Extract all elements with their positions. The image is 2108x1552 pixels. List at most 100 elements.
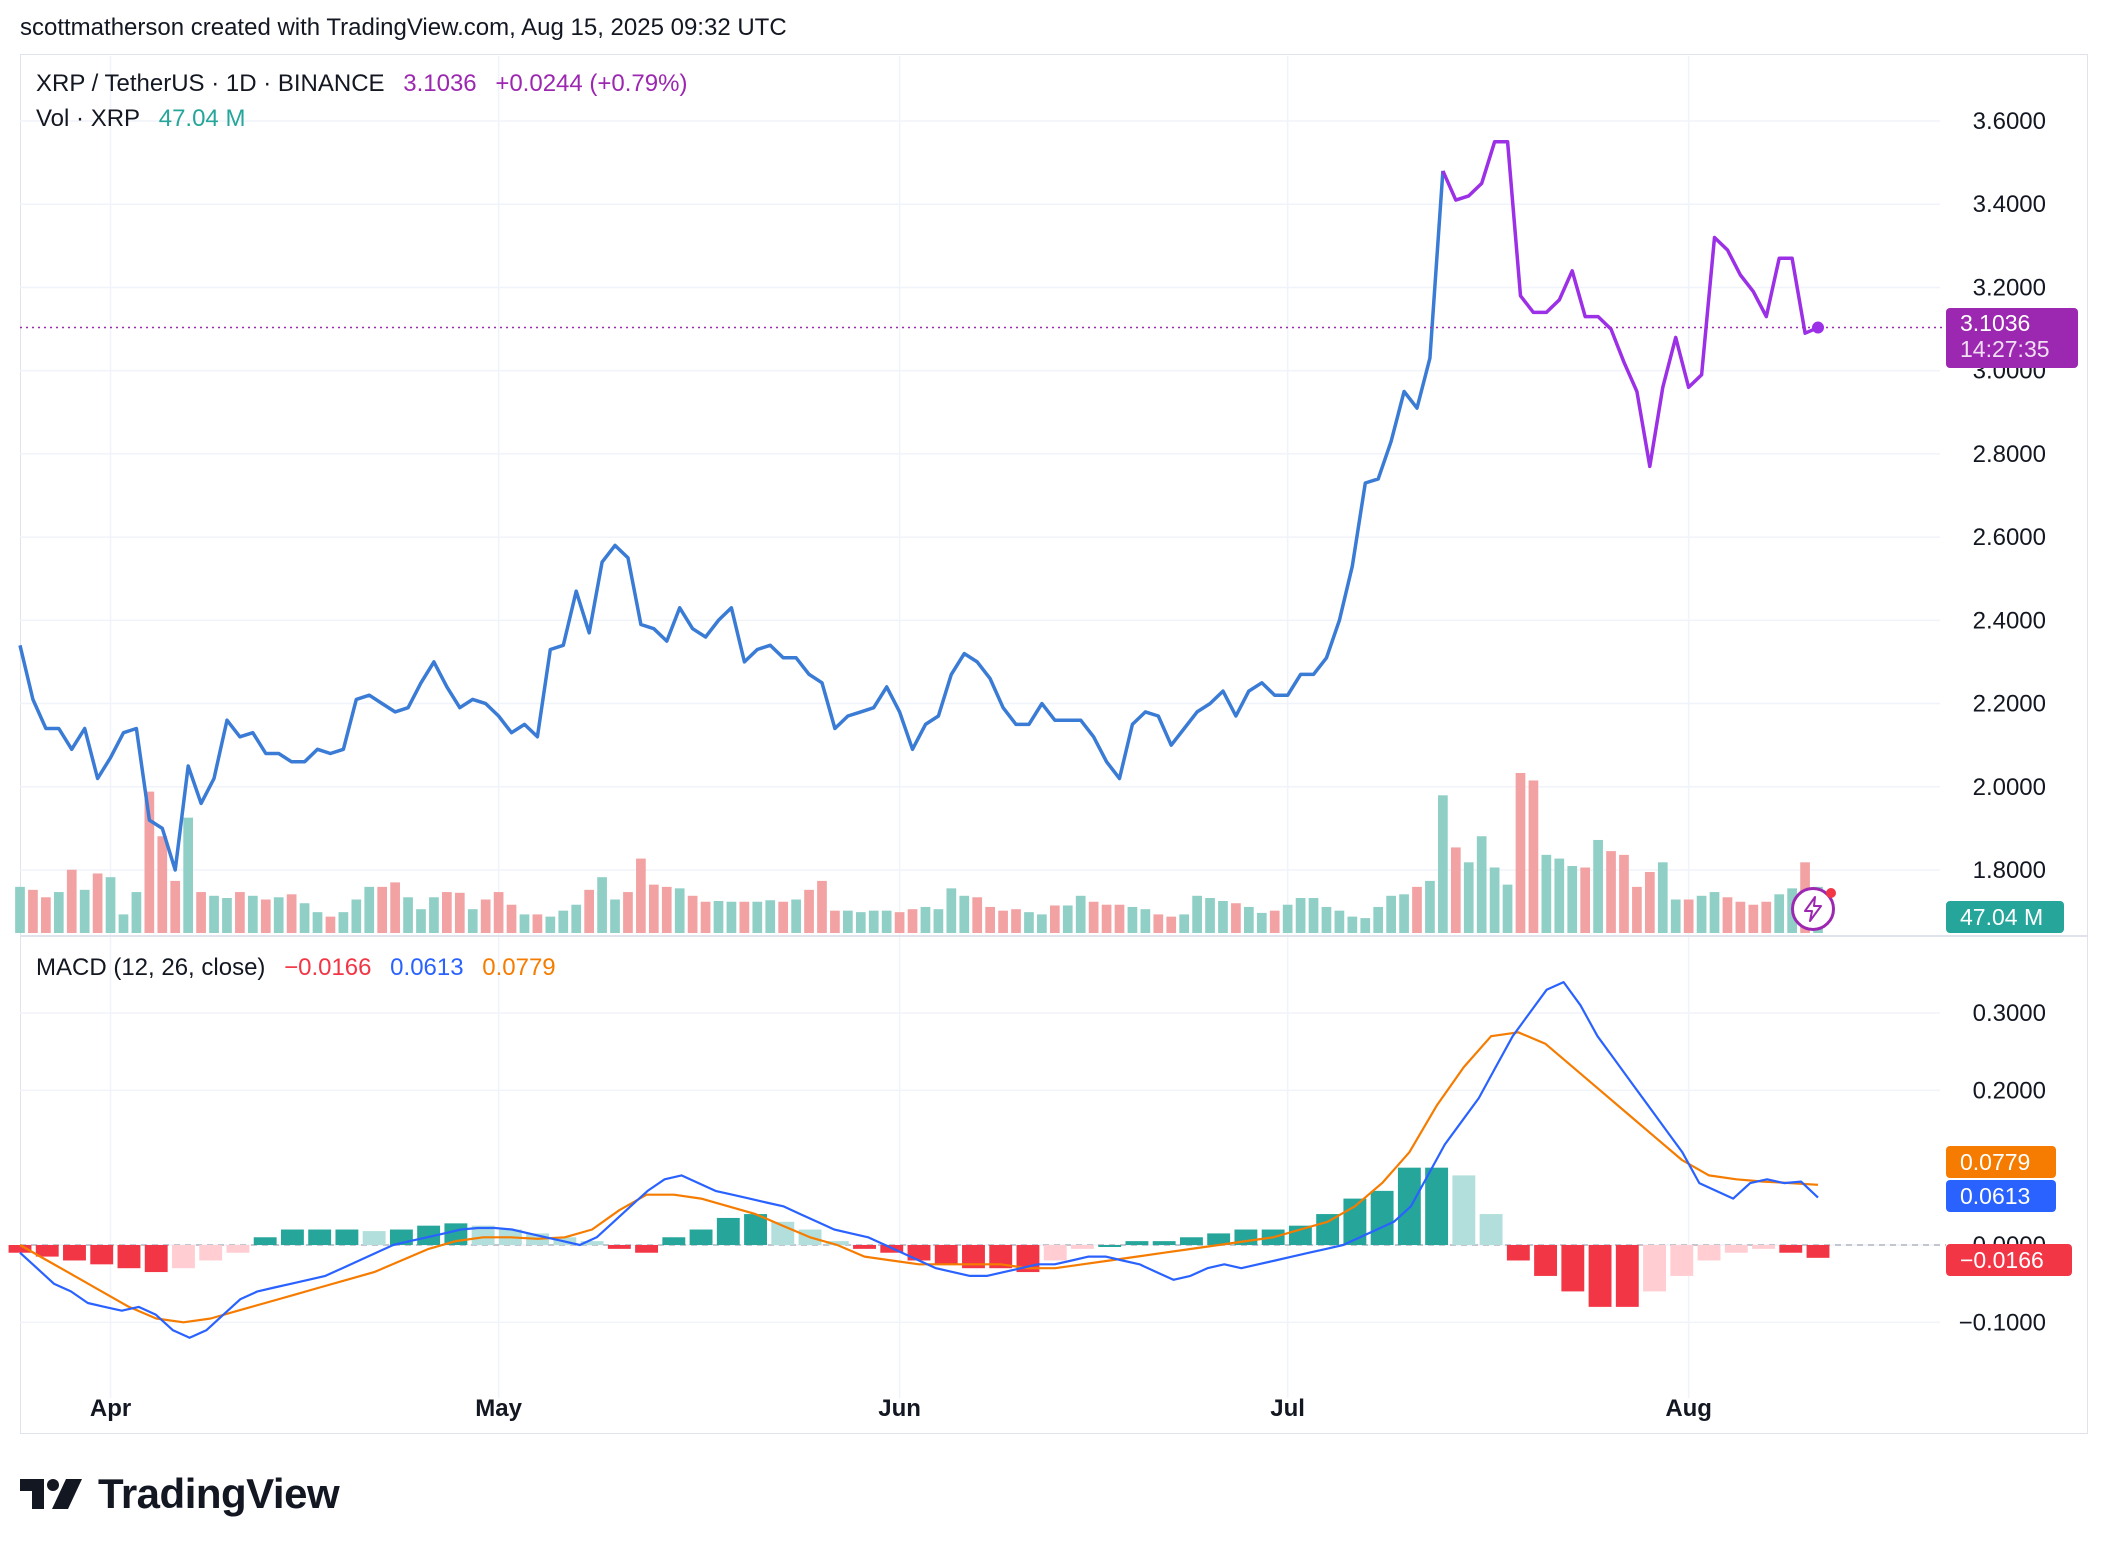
volume-bar: [933, 909, 944, 933]
volume-bar: [351, 899, 362, 933]
price-change: +0.0244 (+0.79%): [495, 70, 688, 97]
macd-histogram-bar: [90, 1245, 114, 1265]
macd-histogram-bar: [1207, 1233, 1231, 1245]
countdown-value: 14:27:35: [1960, 336, 2050, 362]
volume-bar: [636, 858, 646, 933]
macd-histogram-bar: [1452, 1175, 1476, 1245]
macd-hist-value: −0.0166: [284, 954, 372, 981]
volume-bar: [1205, 898, 1215, 933]
volume-bar: [894, 912, 905, 933]
volume-legend[interactable]: Vol · XRP 47.04 M: [36, 105, 251, 133]
volume-bar: [1049, 905, 1060, 933]
price-value: 3.1036: [403, 70, 477, 97]
macd-histogram-bar: [1425, 1167, 1449, 1245]
last-price-dot: [1812, 321, 1824, 334]
macd-histogram-bar: [934, 1245, 958, 1265]
volume-bar: [403, 897, 413, 933]
last-price-value: 3.1036: [1960, 310, 2031, 336]
volume-bar: [571, 904, 582, 933]
volume-bar: [118, 914, 129, 933]
volume-bar: [1450, 847, 1461, 933]
volume-bar: [1024, 912, 1034, 933]
volume-bar: [1282, 904, 1293, 933]
volume-bar: [416, 909, 426, 933]
volume-bar: [480, 899, 491, 933]
macd-histogram-bar: [63, 1245, 86, 1261]
volume-bar: [66, 869, 77, 933]
volume-bar: [674, 888, 685, 933]
macd-histogram-bar: [607, 1245, 631, 1249]
volume-bar: [222, 898, 232, 933]
main-legend[interactable]: XRP / TetherUS · 1D · BINANCE 3.1036 +0.…: [36, 70, 693, 98]
volume-bar: [1683, 899, 1694, 933]
macd-label[interactable]: MACD (12, 26, close): [36, 954, 266, 981]
volume-bar: [1541, 854, 1552, 933]
volume-bar: [467, 909, 478, 933]
macd-histogram-bar: [280, 1229, 304, 1245]
volume-bar: [778, 901, 789, 933]
volume-bar: [868, 910, 879, 933]
volume-bar: [1269, 910, 1280, 933]
volume-bar: [364, 886, 375, 933]
volume-bar: [558, 910, 569, 933]
volume-bar: [506, 904, 517, 933]
volume-bar: [1373, 906, 1384, 933]
macd-histogram-bar: [335, 1229, 359, 1245]
macd-histogram-bar: [1561, 1245, 1585, 1292]
macd-axis-tick: −0.1000: [1959, 1309, 2046, 1336]
volume-bar: [804, 889, 814, 933]
volume-bar: [713, 901, 724, 933]
volume-bar: [946, 888, 957, 933]
tradingview-logo[interactable]: TradingView: [20, 1470, 340, 1518]
macd-signal-value: 0.0779: [482, 954, 556, 981]
volume-bar: [1632, 886, 1642, 933]
volume-bar: [1386, 895, 1396, 933]
volume-bar: [390, 882, 400, 933]
notification-dot: [1826, 888, 1836, 898]
chart-frame[interactable]: [20, 54, 2088, 1434]
volume-bar: [442, 892, 452, 933]
volume-bar: [105, 877, 116, 933]
macd-legend[interactable]: MACD (12, 26, close) −0.0166 0.0613 0.07…: [36, 954, 562, 982]
volume-bar: [623, 892, 633, 933]
macd-histogram-bar: [1479, 1214, 1503, 1245]
volume-bar: [1554, 858, 1565, 933]
macd-histogram-bar: [825, 1241, 849, 1245]
flash-icon[interactable]: [1791, 887, 1836, 931]
volume-bar: [972, 897, 983, 933]
volume-bar: [196, 892, 206, 933]
volume-bar: [1438, 795, 1448, 933]
hist-tag: −0.0166: [1946, 1244, 2072, 1276]
macd-histogram-bar: [907, 1245, 931, 1261]
macd-histogram-bar: [8, 1245, 32, 1253]
time-axis-label: May: [475, 1395, 522, 1422]
macd-histogram-bar: [1370, 1190, 1394, 1245]
volume-bar: [235, 892, 245, 933]
volume-bar: [545, 916, 556, 933]
volume-bar: [597, 877, 607, 933]
macd-histogram-bar: [1316, 1214, 1340, 1245]
symbol-label[interactable]: XRP / TetherUS · 1D · BINANCE: [36, 70, 385, 97]
volume-bar: [15, 886, 25, 933]
macd-histogram-bar: [716, 1217, 740, 1245]
macd-histogram-bar: [417, 1225, 441, 1245]
volume-bar: [299, 903, 310, 933]
volume-label[interactable]: Vol · XRP: [36, 105, 141, 132]
volume-bar: [131, 892, 142, 933]
volume-bar: [1774, 894, 1785, 933]
volume-bar: [1308, 898, 1319, 933]
volume-bar: [1256, 912, 1267, 933]
macd-histogram-bar: [744, 1214, 767, 1245]
volume-bar: [907, 909, 918, 933]
volume-bar: [881, 910, 892, 933]
volume-bar: [1243, 906, 1254, 933]
volume-bar: [1412, 886, 1422, 933]
time-axis-label: Jul: [1270, 1395, 1305, 1422]
macd-histogram-bar: [689, 1229, 713, 1245]
macd-histogram-bar: [1724, 1245, 1748, 1253]
volume-bar: [338, 912, 349, 933]
macd-histogram-bar: [308, 1229, 332, 1245]
volume-bar: [273, 897, 284, 933]
volume-bar: [1476, 836, 1487, 933]
